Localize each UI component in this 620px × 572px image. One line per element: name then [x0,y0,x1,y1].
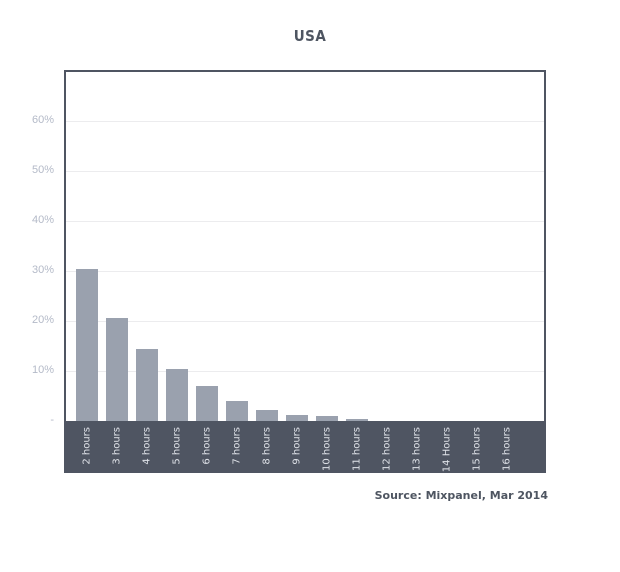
chart-title: USA [293,27,327,45]
gridline [66,221,544,222]
x-tick-label: 10 hours [321,427,333,472]
x-tick-label: 4 hours [141,427,153,465]
bar [316,416,338,421]
y-tick-label: 60% [31,114,54,126]
bar [136,349,158,421]
x-tick-label: 2 hours [81,427,93,465]
x-tick-label: 7 hours [231,427,243,465]
x-tick: 5 hours [170,427,184,471]
x-tick: 12 hours [380,427,394,471]
source-note: Source: Mixpanel, Mar 2014 [374,489,548,502]
x-tick: 6 hours [200,427,214,471]
y-tick-label: 50% [31,164,54,176]
x-tick: 16 hours [500,427,514,471]
bar [106,318,128,421]
x-tick-label: 3 hours [111,427,123,465]
gridline [66,321,544,322]
bar [166,369,188,421]
x-tick: 7 hours [230,427,244,471]
bar [76,269,98,421]
x-tick-label: 9 hours [291,427,303,465]
bar [286,415,308,421]
x-tick: 4 hours [140,427,154,471]
y-tick-label: 10% [31,364,54,376]
x-tick: 15 hours [470,427,484,471]
y-tick-label: - [50,414,54,426]
x-tick: 9 hours [290,427,304,471]
gridline [66,371,544,372]
x-tick: 3 hours [110,427,124,471]
x-tick: 10 hours [320,427,334,471]
x-tick-label: 11 hours [351,427,363,472]
y-tick-label: 30% [31,264,54,276]
x-axis-band [64,421,546,473]
bar [256,410,278,421]
x-tick: 8 hours [260,427,274,471]
x-tick: 11 hours [350,427,364,471]
x-tick-label: 16 hours [501,427,513,472]
gridline [66,171,544,172]
bar [346,419,368,421]
gridline [66,271,544,272]
x-tick: 2 hours [80,427,94,471]
y-tick-label: 40% [31,214,54,226]
x-tick-label: 13 hours [411,427,423,472]
y-tick-label: 20% [31,314,54,326]
bar [196,386,218,421]
x-tick: 13 hours [410,427,424,471]
x-tick-label: 8 hours [261,427,273,465]
x-tick: 14 Hours [440,427,454,473]
x-tick-label: 5 hours [171,427,183,465]
bar [226,401,248,421]
x-tick-label: 6 hours [201,427,213,465]
x-tick-label: 14 Hours [441,427,453,473]
gridline [66,121,544,122]
x-tick-label: 12 hours [381,427,393,472]
x-tick-label: 15 hours [471,427,483,472]
